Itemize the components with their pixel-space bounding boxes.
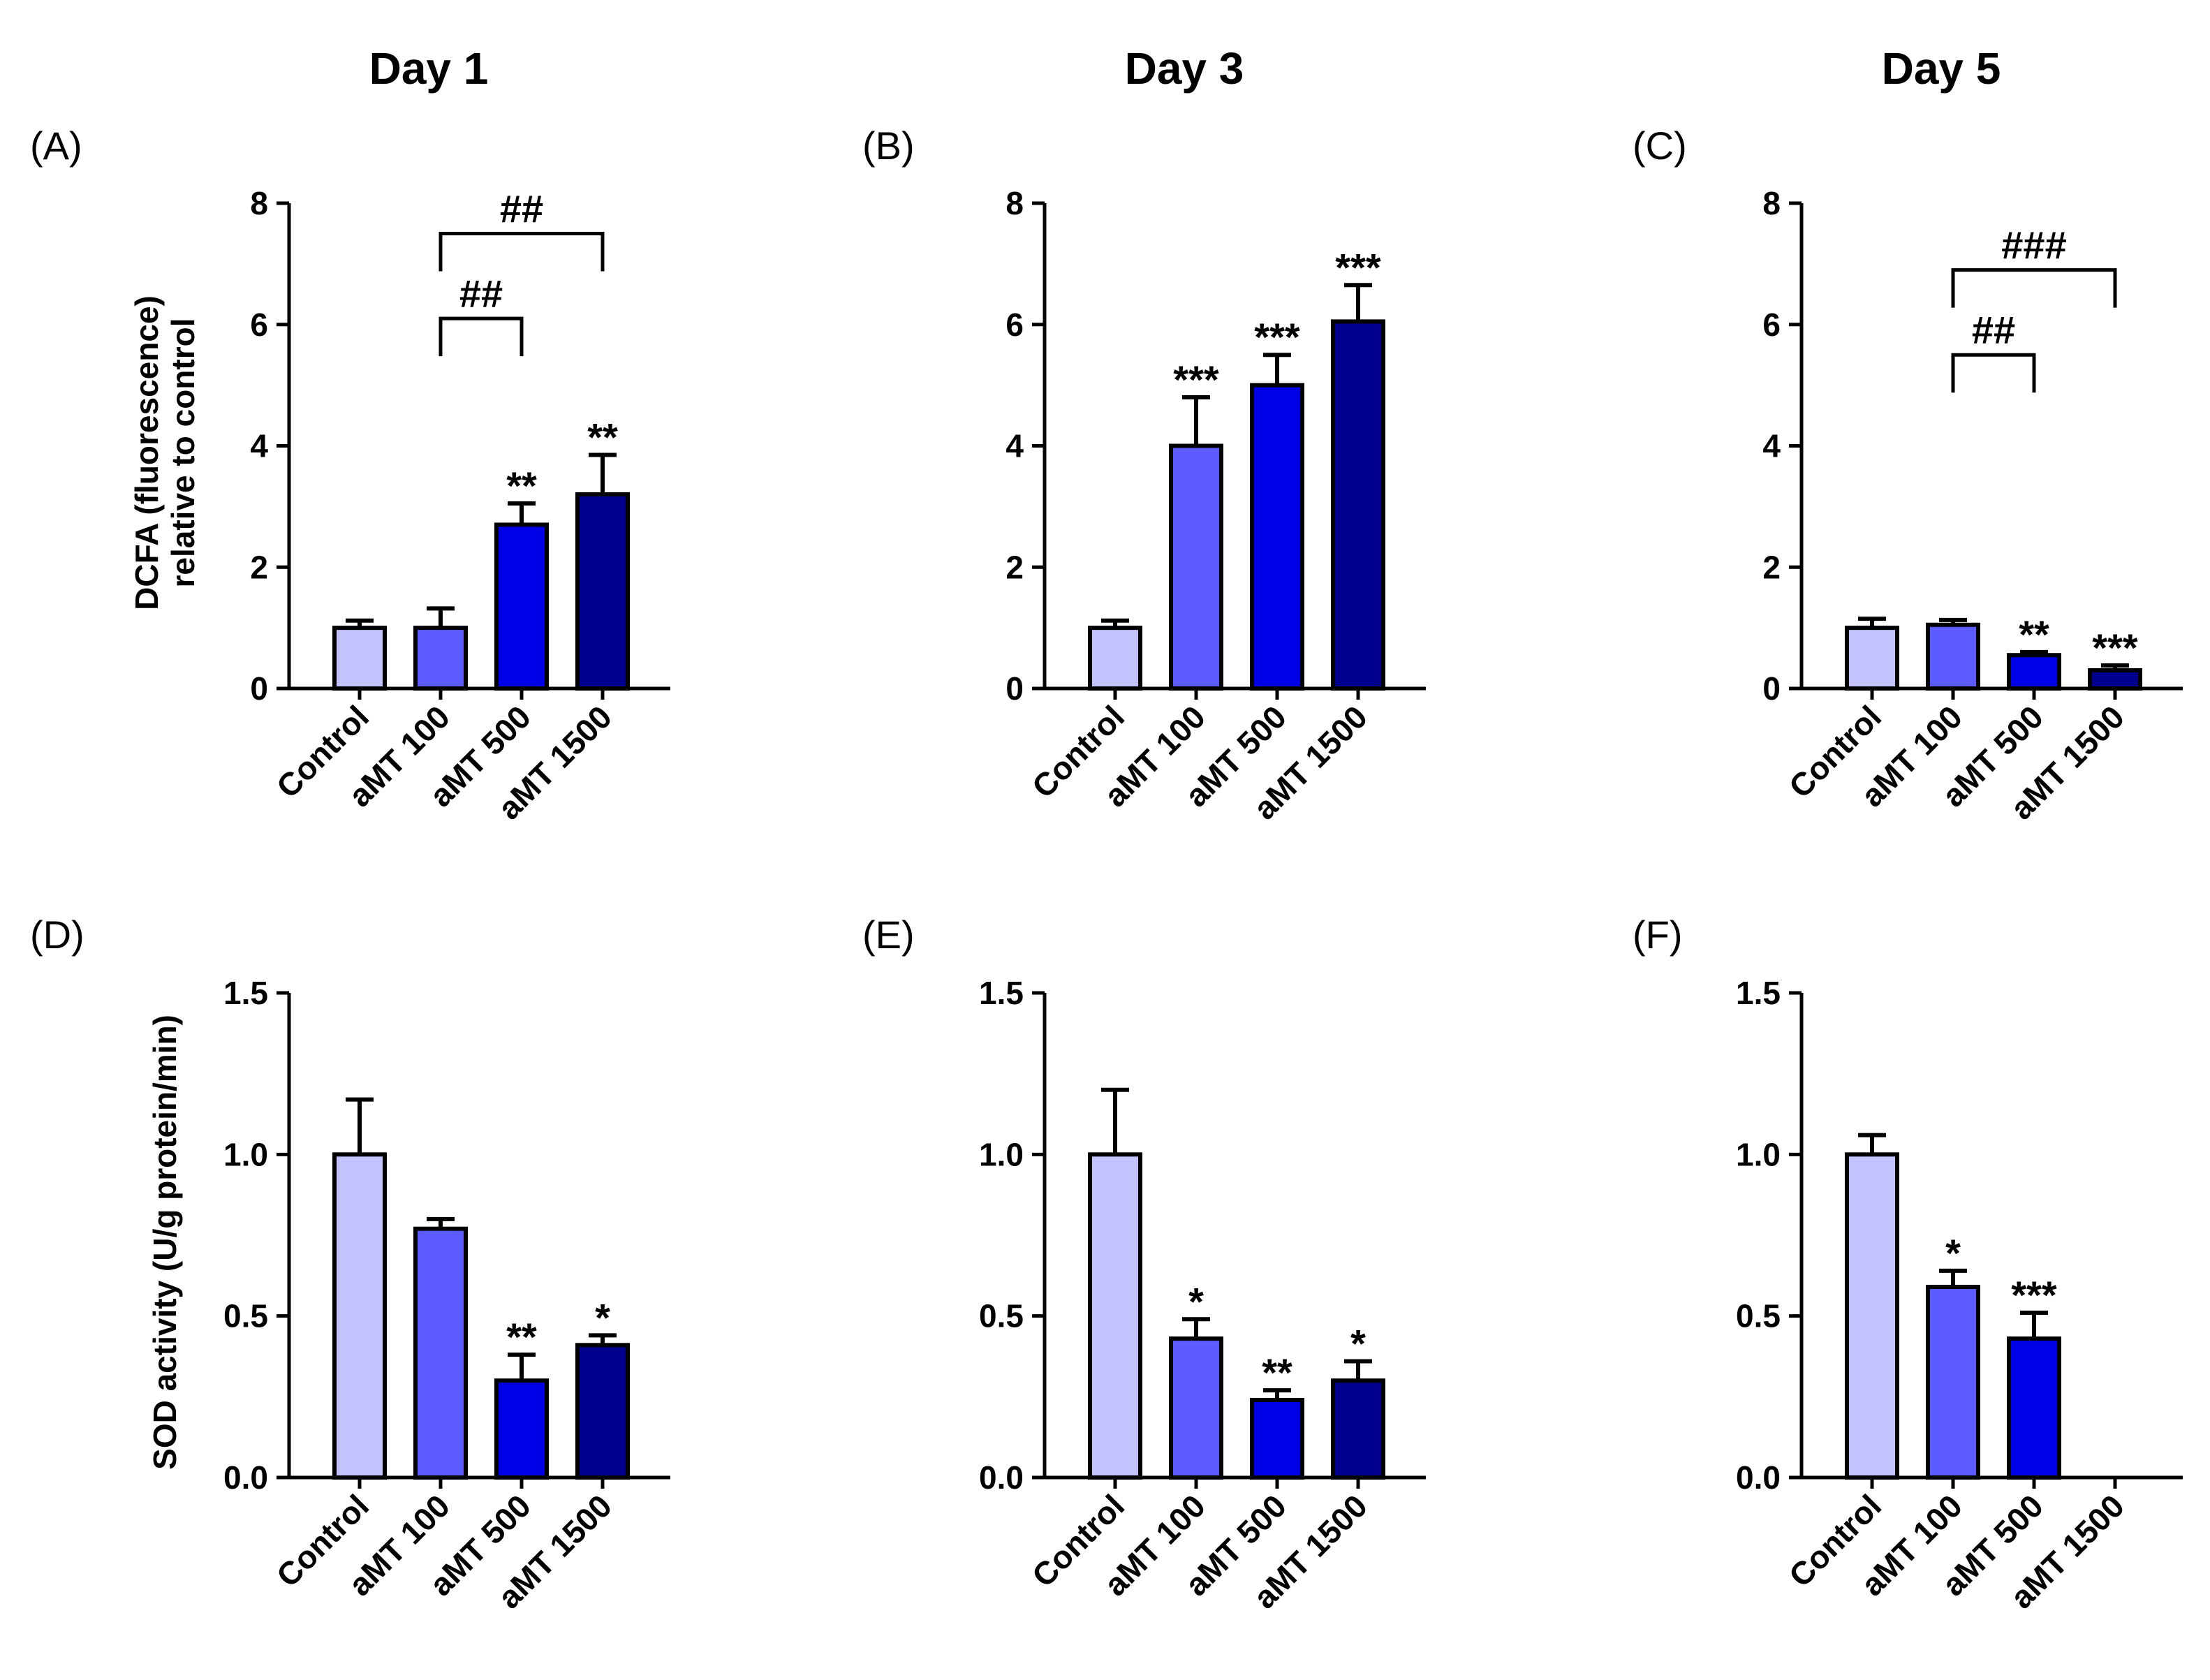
- y-axis-label: DCFA (fluorescence): [128, 295, 165, 610]
- column-title-day-5: Day 5: [1882, 43, 2001, 94]
- panel-label-e: (E): [862, 913, 915, 957]
- significance-amt-500: **: [1262, 1350, 1292, 1394]
- y-tick-label: 6: [250, 307, 268, 343]
- significance-amt-1500: **: [587, 415, 618, 459]
- y-tick-label: 2: [1005, 549, 1024, 585]
- y-tick-label: 0.0: [223, 1459, 268, 1496]
- bar-amt-100: [1926, 1285, 1980, 1480]
- comparison-bracket: [439, 231, 605, 272]
- bar-control: [1845, 626, 1899, 691]
- y-tick-label: 0: [1762, 670, 1781, 707]
- bar-control: [332, 626, 387, 691]
- y-tick-label: 4: [1005, 428, 1024, 464]
- y-tick-label: 1.0: [1736, 1136, 1781, 1172]
- bar-amt-100: [413, 626, 468, 691]
- comparison-label: ##: [1972, 308, 2015, 352]
- bar-amt-500: [2007, 653, 2061, 691]
- y-tick-label: 1.5: [1736, 975, 1781, 1011]
- y-tick-label: 6: [1005, 307, 1024, 343]
- significance-amt-500: **: [2019, 612, 2049, 656]
- y-tick-label: 0.5: [979, 1298, 1024, 1334]
- bar-amt-500: [1250, 1397, 1304, 1480]
- significance-amt-500: ***: [1254, 315, 1300, 359]
- significance-amt-100: *: [1945, 1231, 1961, 1275]
- bar-amt-1500: [1331, 319, 1385, 691]
- y-tick-label: 2: [250, 549, 268, 585]
- y-tick-label: 4: [1762, 428, 1781, 464]
- panel-label-c: (C): [1633, 124, 1687, 168]
- bar-control: [1845, 1152, 1899, 1480]
- y-axis-label: SOD activity (U/g protein/min): [147, 1015, 183, 1470]
- significance-amt-1500: ***: [1335, 245, 1381, 289]
- y-tick-label: 2: [1762, 549, 1781, 585]
- bar-amt-100: [1169, 443, 1223, 691]
- y-tick-label: 1.5: [979, 975, 1024, 1011]
- y-tick-label: 8: [1762, 185, 1781, 221]
- column-title-day-1: Day 1: [369, 43, 489, 94]
- y-tick-label: 1.5: [223, 975, 268, 1011]
- bar-amt-100: [1926, 622, 1980, 691]
- panel-label-d: (D): [30, 913, 84, 957]
- significance-amt-1500: ***: [2092, 626, 2138, 670]
- column-title-day-3: Day 3: [1125, 43, 1244, 94]
- bar-amt-500: [494, 522, 549, 691]
- comparison-bracket: [1951, 268, 2117, 308]
- y-tick-label: 1.0: [979, 1136, 1024, 1172]
- y-tick-label: 0.5: [1736, 1298, 1781, 1334]
- panel-label-a: (A): [30, 124, 82, 168]
- significance-amt-500: **: [506, 464, 537, 508]
- bar-amt-1500: [2088, 668, 2142, 691]
- panel-label-b: (B): [862, 124, 915, 168]
- bar-amt-500: [494, 1378, 549, 1480]
- bar-amt-100: [413, 1226, 468, 1480]
- significance-amt-100: *: [1188, 1279, 1204, 1323]
- y-tick-label: 8: [250, 185, 268, 221]
- y-tick-label: 4: [250, 428, 268, 464]
- y-tick-label: 0.5: [223, 1298, 268, 1334]
- y-tick-label: 0.0: [1736, 1459, 1781, 1496]
- bar-control: [1088, 1152, 1142, 1480]
- y-tick-label: 0: [1005, 670, 1024, 707]
- bar-control: [332, 1152, 387, 1480]
- bar-amt-1500: [1331, 1378, 1385, 1480]
- significance-amt-500: ***: [2011, 1273, 2057, 1317]
- significance-amt-500: **: [506, 1315, 537, 1359]
- y-tick-label: 1.0: [223, 1136, 268, 1172]
- bar-amt-1500: [575, 1343, 630, 1480]
- comparison-bracket: [439, 316, 524, 357]
- significance-amt-100: ***: [1173, 358, 1219, 401]
- bar-amt-100: [1169, 1336, 1223, 1480]
- y-tick-label: 6: [1762, 307, 1781, 343]
- bar-amt-1500: [575, 492, 630, 691]
- significance-amt-1500: *: [1350, 1321, 1366, 1365]
- comparison-label: ##: [459, 272, 503, 316]
- significance-amt-1500: *: [595, 1295, 610, 1339]
- comparison-bracket: [1951, 353, 2036, 393]
- bar-amt-500: [2007, 1336, 2061, 1480]
- y-tick-label: 8: [1005, 185, 1024, 221]
- column-titles: Day 1 Day 3 Day 5: [369, 43, 2001, 94]
- y-tick-label: 0.0: [979, 1459, 1024, 1496]
- comparison-label: ##: [500, 186, 543, 230]
- bar-control: [1088, 626, 1142, 691]
- y-tick-label: 0: [250, 670, 268, 707]
- panel-label-f: (F): [1633, 913, 1683, 957]
- y-axis-label: relative to control: [165, 318, 201, 588]
- bar-amt-500: [1250, 383, 1304, 691]
- comparison-label: ###: [2001, 223, 2066, 267]
